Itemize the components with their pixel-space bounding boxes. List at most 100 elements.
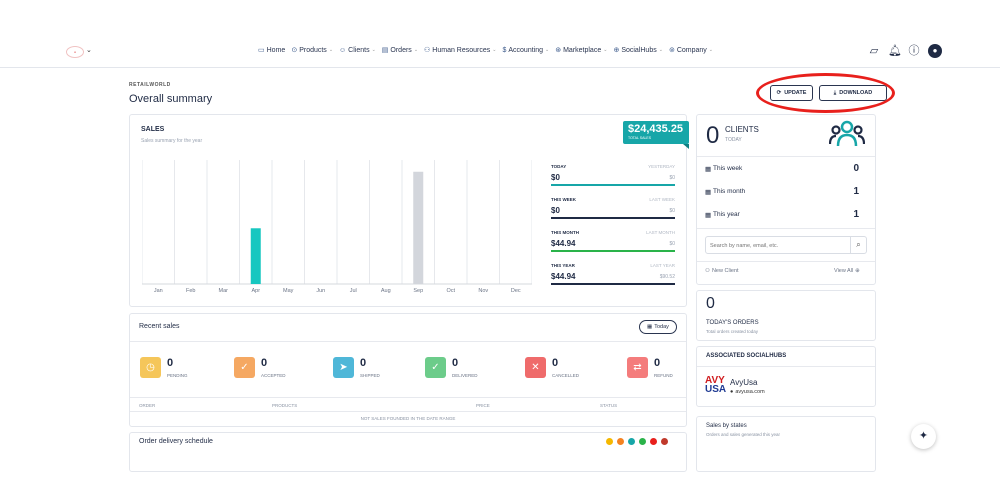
clients-row-label: This month — [713, 188, 746, 195]
x-tick-label: Jun — [316, 288, 325, 294]
nav-item-socialhubs[interactable]: ⊕ SocialHubs ⌄ — [613, 46, 663, 55]
orders-subtitle: Total orders created today — [706, 329, 759, 334]
new-client-label: New Client — [711, 268, 739, 274]
recent-sales-title: Recent sales — [139, 323, 180, 330]
divider — [130, 341, 686, 342]
nav-item-accounting[interactable]: $ Accounting ⌄ — [502, 46, 549, 54]
period-today: TODAY YESTERDAY $0 $0 — [551, 164, 675, 189]
stat-pending: ◷ 0 PENDING — [140, 357, 188, 378]
view-all-label: View All — [834, 268, 854, 274]
period-prev-value: $90.52 — [659, 274, 675, 280]
period-this-year: THIS YEAR LAST YEAR $44.94 $90.52 — [551, 263, 675, 288]
period-prev-label: LAST MONTH — [646, 230, 675, 235]
nav-item-human-resources[interactable]: ⚇ Human Resources ⌄ — [424, 46, 497, 55]
nav-item-company[interactable]: ⊚ Company ⌄ — [669, 46, 713, 55]
nav-item-clients[interactable]: ☺ Clients ⌄ — [339, 46, 376, 54]
delivery-card — [129, 432, 687, 472]
avyusa-logo: AVY USA — [705, 375, 726, 395]
chevron-down-icon[interactable]: ⌄ — [86, 47, 92, 54]
nav-icon: ▭ — [258, 47, 265, 54]
date-filter-button[interactable]: ▦ Today — [639, 320, 677, 334]
clients-subtitle: TODAY — [725, 137, 742, 143]
bar-apr[interactable] — [250, 228, 261, 284]
nav-label: Products — [299, 46, 327, 54]
period-label: THIS MONTH — [551, 230, 579, 235]
total-sales-amount: $24,435.25 — [628, 123, 684, 135]
period-value: $0 — [551, 206, 560, 215]
calendar-icon: ▦ — [705, 212, 712, 219]
x-tick-label: Apr — [251, 288, 260, 294]
divider — [697, 228, 875, 229]
new-client-link[interactable]: ⚇ New Client — [705, 268, 739, 274]
nav-label: Clients — [348, 46, 370, 54]
period-bar — [551, 217, 675, 219]
divider — [697, 156, 875, 157]
period-prev-label: LAST YEAR — [650, 263, 675, 268]
search-icon[interactable]: ⌕ — [850, 237, 866, 253]
sales-by-states-card — [696, 416, 876, 472]
nav-label: SocialHubs — [621, 46, 657, 54]
x-tick-label: Dec — [511, 288, 521, 294]
sales-subtitle: Sales summary for the year — [141, 138, 203, 144]
delivery-legend — [606, 438, 668, 445]
stat-count: 0 — [654, 357, 661, 369]
calendar-icon: ▦ — [705, 166, 712, 173]
stat-label: CANCELLED — [552, 373, 580, 378]
legend-dot — [650, 438, 657, 445]
client-search-input[interactable] — [710, 240, 848, 251]
bar-sep[interactable] — [413, 171, 424, 284]
total-sales-badge: $24,435.25 TOTAL SALES — [623, 121, 689, 149]
stat-icon: ✓ — [234, 357, 255, 378]
divider — [697, 366, 875, 367]
nav-item-home[interactable]: ▭ Home — [258, 46, 286, 55]
assistant-fab[interactable]: ✦ — [911, 424, 936, 449]
chevron-down-icon: ⌄ — [371, 47, 376, 53]
col-price: PRICE — [476, 403, 490, 408]
calendar-icon: ▦ — [705, 189, 712, 196]
todays-orders-card — [696, 290, 876, 341]
socialhub-name[interactable]: AvyUsa — [730, 378, 758, 387]
nav-label: Accounting — [508, 46, 544, 54]
logo-top: AVY — [705, 375, 725, 386]
chevron-down-icon: ⌄ — [658, 47, 663, 53]
sales-bar-chart: Jan Feb Mar Apr May Jun Jul Aug Sep Oct Nov Dec — [142, 160, 532, 294]
help-icon[interactable]: ⓘ — [908, 45, 920, 57]
nav-item-products[interactable]: ⊙ Products ⌄ — [291, 46, 333, 55]
stat-label: SHIPPED — [360, 373, 380, 378]
notes-icon[interactable]: ▱ — [869, 45, 879, 57]
clients-row-value: 1 — [853, 209, 859, 220]
globe-icon: ● — [730, 389, 734, 395]
period-bar — [551, 283, 675, 285]
chevron-down-icon: ⌄ — [413, 47, 419, 53]
stat-label: REFUND — [654, 373, 673, 378]
stat-icon: ✕ — [525, 357, 546, 378]
company-logo[interactable]: ● — [66, 46, 84, 58]
delivery-title: Order delivery schedule — [139, 438, 213, 445]
nav-label: Orders — [390, 46, 412, 54]
period-label: THIS WEEK — [551, 197, 577, 202]
nav-item-orders[interactable]: ▤ Orders ⌄ — [382, 46, 419, 55]
stat-icon: ◷ — [140, 357, 161, 378]
chevron-down-icon: ⌄ — [708, 47, 713, 53]
add-user-icon: ⚇ — [705, 268, 710, 274]
stat-delivered: ✓ 0 DELIVERED — [425, 357, 478, 378]
stat-refund: ⇄ 0 REFUND — [627, 357, 673, 378]
x-tick-label: May — [283, 288, 294, 294]
stat-count: 0 — [261, 357, 268, 369]
socialhubs-title: ASSOCIATED SOCIALHUBS — [706, 353, 787, 359]
period-prev-value: $0 — [669, 208, 675, 214]
bell-icon[interactable]: 🔔︎ — [888, 45, 902, 57]
nav-icon: ⚇ — [424, 47, 431, 54]
chevron-down-icon: ⌄ — [492, 47, 497, 53]
nav-item-marketplace[interactable]: ⊛ Marketplace ⌄ — [555, 46, 607, 55]
period-label: THIS YEAR — [551, 263, 575, 268]
nav-label: Home — [266, 46, 286, 54]
stat-icon: ➤ — [333, 357, 354, 378]
socialhub-url[interactable]: ● avyusa.com — [730, 389, 765, 395]
col-status: STATUS — [600, 403, 618, 408]
view-all-link[interactable]: View All ⊕ — [834, 268, 860, 274]
avatar[interactable]: ● — [928, 44, 942, 58]
period-this-month: THIS MONTH LAST MONTH $44.94 $0 — [551, 230, 675, 255]
period-prev-value: $0 — [669, 175, 675, 181]
legend-dot — [606, 438, 613, 445]
